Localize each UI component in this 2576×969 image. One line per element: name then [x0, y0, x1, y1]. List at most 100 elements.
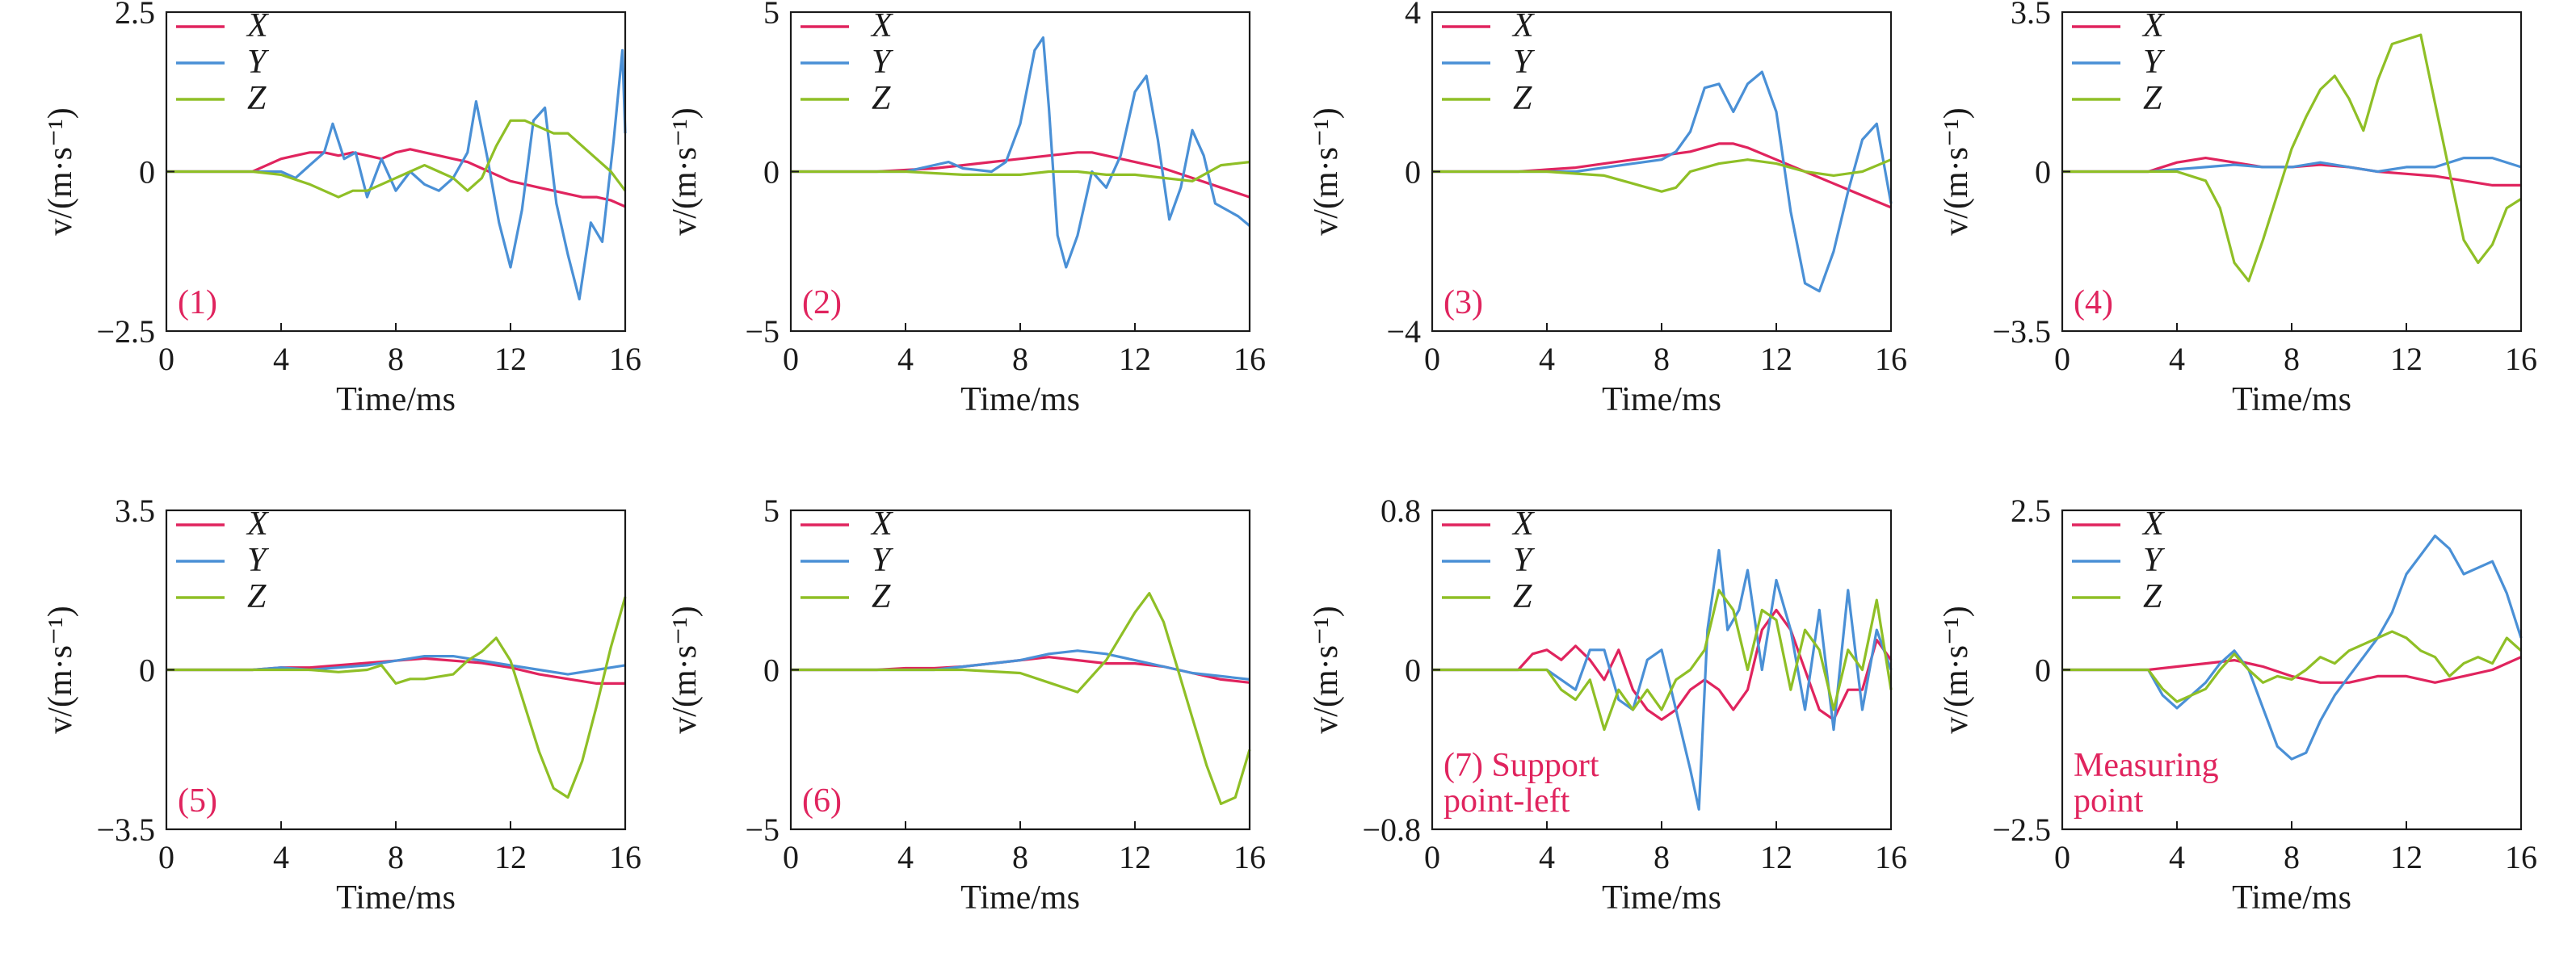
y-tick-label: 0	[763, 154, 780, 191]
y-axis-label: v/(m·s⁻¹)	[1308, 606, 1345, 733]
legend-label-z: Z	[2143, 80, 2162, 117]
series-line-z	[791, 161, 1250, 182]
y-tick-label: −4	[1386, 313, 1421, 350]
y-axis-label: v/(m·s⁻¹)	[1938, 107, 1975, 235]
legend-label-x: X	[1511, 7, 1536, 44]
x-tick-label: 0	[2054, 341, 2070, 377]
x-tick-label: 16	[1233, 839, 1266, 875]
x-tick-label: 8	[2284, 839, 2300, 875]
legend-label-y: Y	[872, 44, 894, 81]
y-tick-label: 0	[1405, 652, 1421, 689]
y-axis-label: v/(m·s⁻¹)	[1938, 606, 1975, 733]
series-line-x	[2062, 157, 2521, 187]
y-axis-label: v/(m·s⁻¹)	[666, 606, 704, 733]
legend-label-x: X	[870, 7, 894, 44]
y-tick-label: 5	[763, 493, 780, 529]
series-line-x	[166, 148, 626, 208]
series-line-z	[2062, 33, 2522, 283]
y-tick-label: 5	[763, 0, 780, 31]
y-axis-label: v/(m·s⁻¹)	[42, 107, 79, 235]
panel-tag: (1)	[178, 284, 217, 321]
x-tick-label: 12	[1760, 839, 1792, 875]
legend-label-y: Y	[2143, 542, 2166, 579]
x-tick-label: 8	[1012, 341, 1028, 377]
y-tick-label: 2.5	[115, 0, 155, 31]
y-tick-label: 0	[2035, 154, 2051, 191]
x-tick-label: 4	[897, 839, 914, 875]
legend-label-z: Z	[247, 578, 267, 615]
x-tick-label: 4	[2169, 839, 2185, 875]
legend-label-x: X	[246, 7, 270, 44]
legend-label-x: X	[246, 505, 270, 543]
panel-tag: (5)	[178, 782, 217, 820]
series-line-x	[1432, 608, 1893, 721]
x-tick-label: 12	[2390, 839, 2423, 875]
x-tick-label: 0	[158, 341, 174, 377]
series-line-z	[1432, 589, 1893, 732]
legend-label-x: X	[1511, 505, 1536, 543]
series-line-y	[166, 48, 627, 301]
x-axis-label: Time/ms	[336, 381, 456, 418]
series-line-z	[166, 596, 627, 799]
x-tick-label: 12	[494, 341, 527, 377]
x-tick-label: 12	[1119, 839, 1151, 875]
x-tick-label: 8	[388, 341, 404, 377]
x-tick-label: 0	[1424, 341, 1440, 377]
x-tick-label: 4	[1539, 839, 1555, 875]
x-tick-label: 4	[273, 341, 289, 377]
series-line-z	[2062, 630, 2523, 703]
y-tick-label: 3.5	[115, 493, 155, 529]
x-tick-label: 16	[2505, 341, 2537, 377]
y-tick-label: 0	[139, 652, 155, 689]
legend-label-z: Z	[247, 80, 267, 117]
x-tick-label: 8	[1654, 341, 1670, 377]
y-tick-label: 0.8	[1380, 493, 1421, 529]
x-tick-label: 0	[158, 839, 174, 875]
y-tick-label: −2.5	[96, 313, 155, 350]
y-tick-label: −5	[745, 313, 780, 350]
legend-label-y: Y	[2143, 44, 2166, 81]
x-tick-label: 8	[1012, 839, 1028, 875]
legend-label-y: Y	[247, 44, 270, 81]
series-line-y	[1432, 548, 1893, 811]
y-tick-label: 4	[1405, 0, 1421, 31]
panel-tag: point	[2074, 782, 2144, 820]
legend-label-x: X	[870, 505, 894, 543]
legend-label-z: Z	[1513, 80, 1532, 117]
x-axis-label: Time/ms	[2232, 381, 2351, 418]
y-axis-label: v/(m·s⁻¹)	[666, 107, 704, 235]
series-line-x	[2062, 656, 2522, 684]
x-tick-label: 12	[2390, 341, 2423, 377]
legend-label-x: X	[2141, 505, 2166, 543]
legend-label-y: Y	[1513, 44, 1536, 81]
x-tick-label: 4	[1539, 341, 1555, 377]
y-tick-label: 0	[2035, 652, 2051, 689]
x-axis-label: Time/ms	[1602, 381, 1721, 418]
panel-tag: (3)	[1443, 284, 1483, 321]
x-tick-label: 12	[494, 839, 527, 875]
legend-label-y: Y	[247, 542, 270, 579]
y-tick-label: −2.5	[1992, 812, 2051, 848]
y-tick-label: −0.8	[1362, 812, 1421, 848]
x-tick-label: 0	[783, 839, 799, 875]
x-tick-label: 16	[609, 341, 641, 377]
series-line-y	[2062, 157, 2522, 174]
y-tick-label: 0	[763, 652, 780, 689]
x-tick-label: 4	[273, 839, 289, 875]
panel-tag: Measuring	[2074, 747, 2219, 784]
x-tick-label: 4	[2169, 341, 2185, 377]
y-axis-label: v/(m·s⁻¹)	[1308, 107, 1345, 235]
series-line-y	[166, 655, 626, 676]
x-tick-label: 16	[1875, 839, 1907, 875]
series-line-z	[791, 592, 1251, 805]
series-line-z	[166, 119, 627, 199]
y-tick-label: 0	[139, 154, 155, 191]
legend-label-y: Y	[1513, 542, 1536, 579]
legend-label-x: X	[2141, 7, 2166, 44]
x-tick-label: 12	[1119, 341, 1151, 377]
panel-8: 0 4 8 12 16−2.502.5Time/msv/(m·s⁻¹)XYZMeasur…	[1938, 493, 2537, 917]
x-tick-label: 16	[2505, 839, 2537, 875]
